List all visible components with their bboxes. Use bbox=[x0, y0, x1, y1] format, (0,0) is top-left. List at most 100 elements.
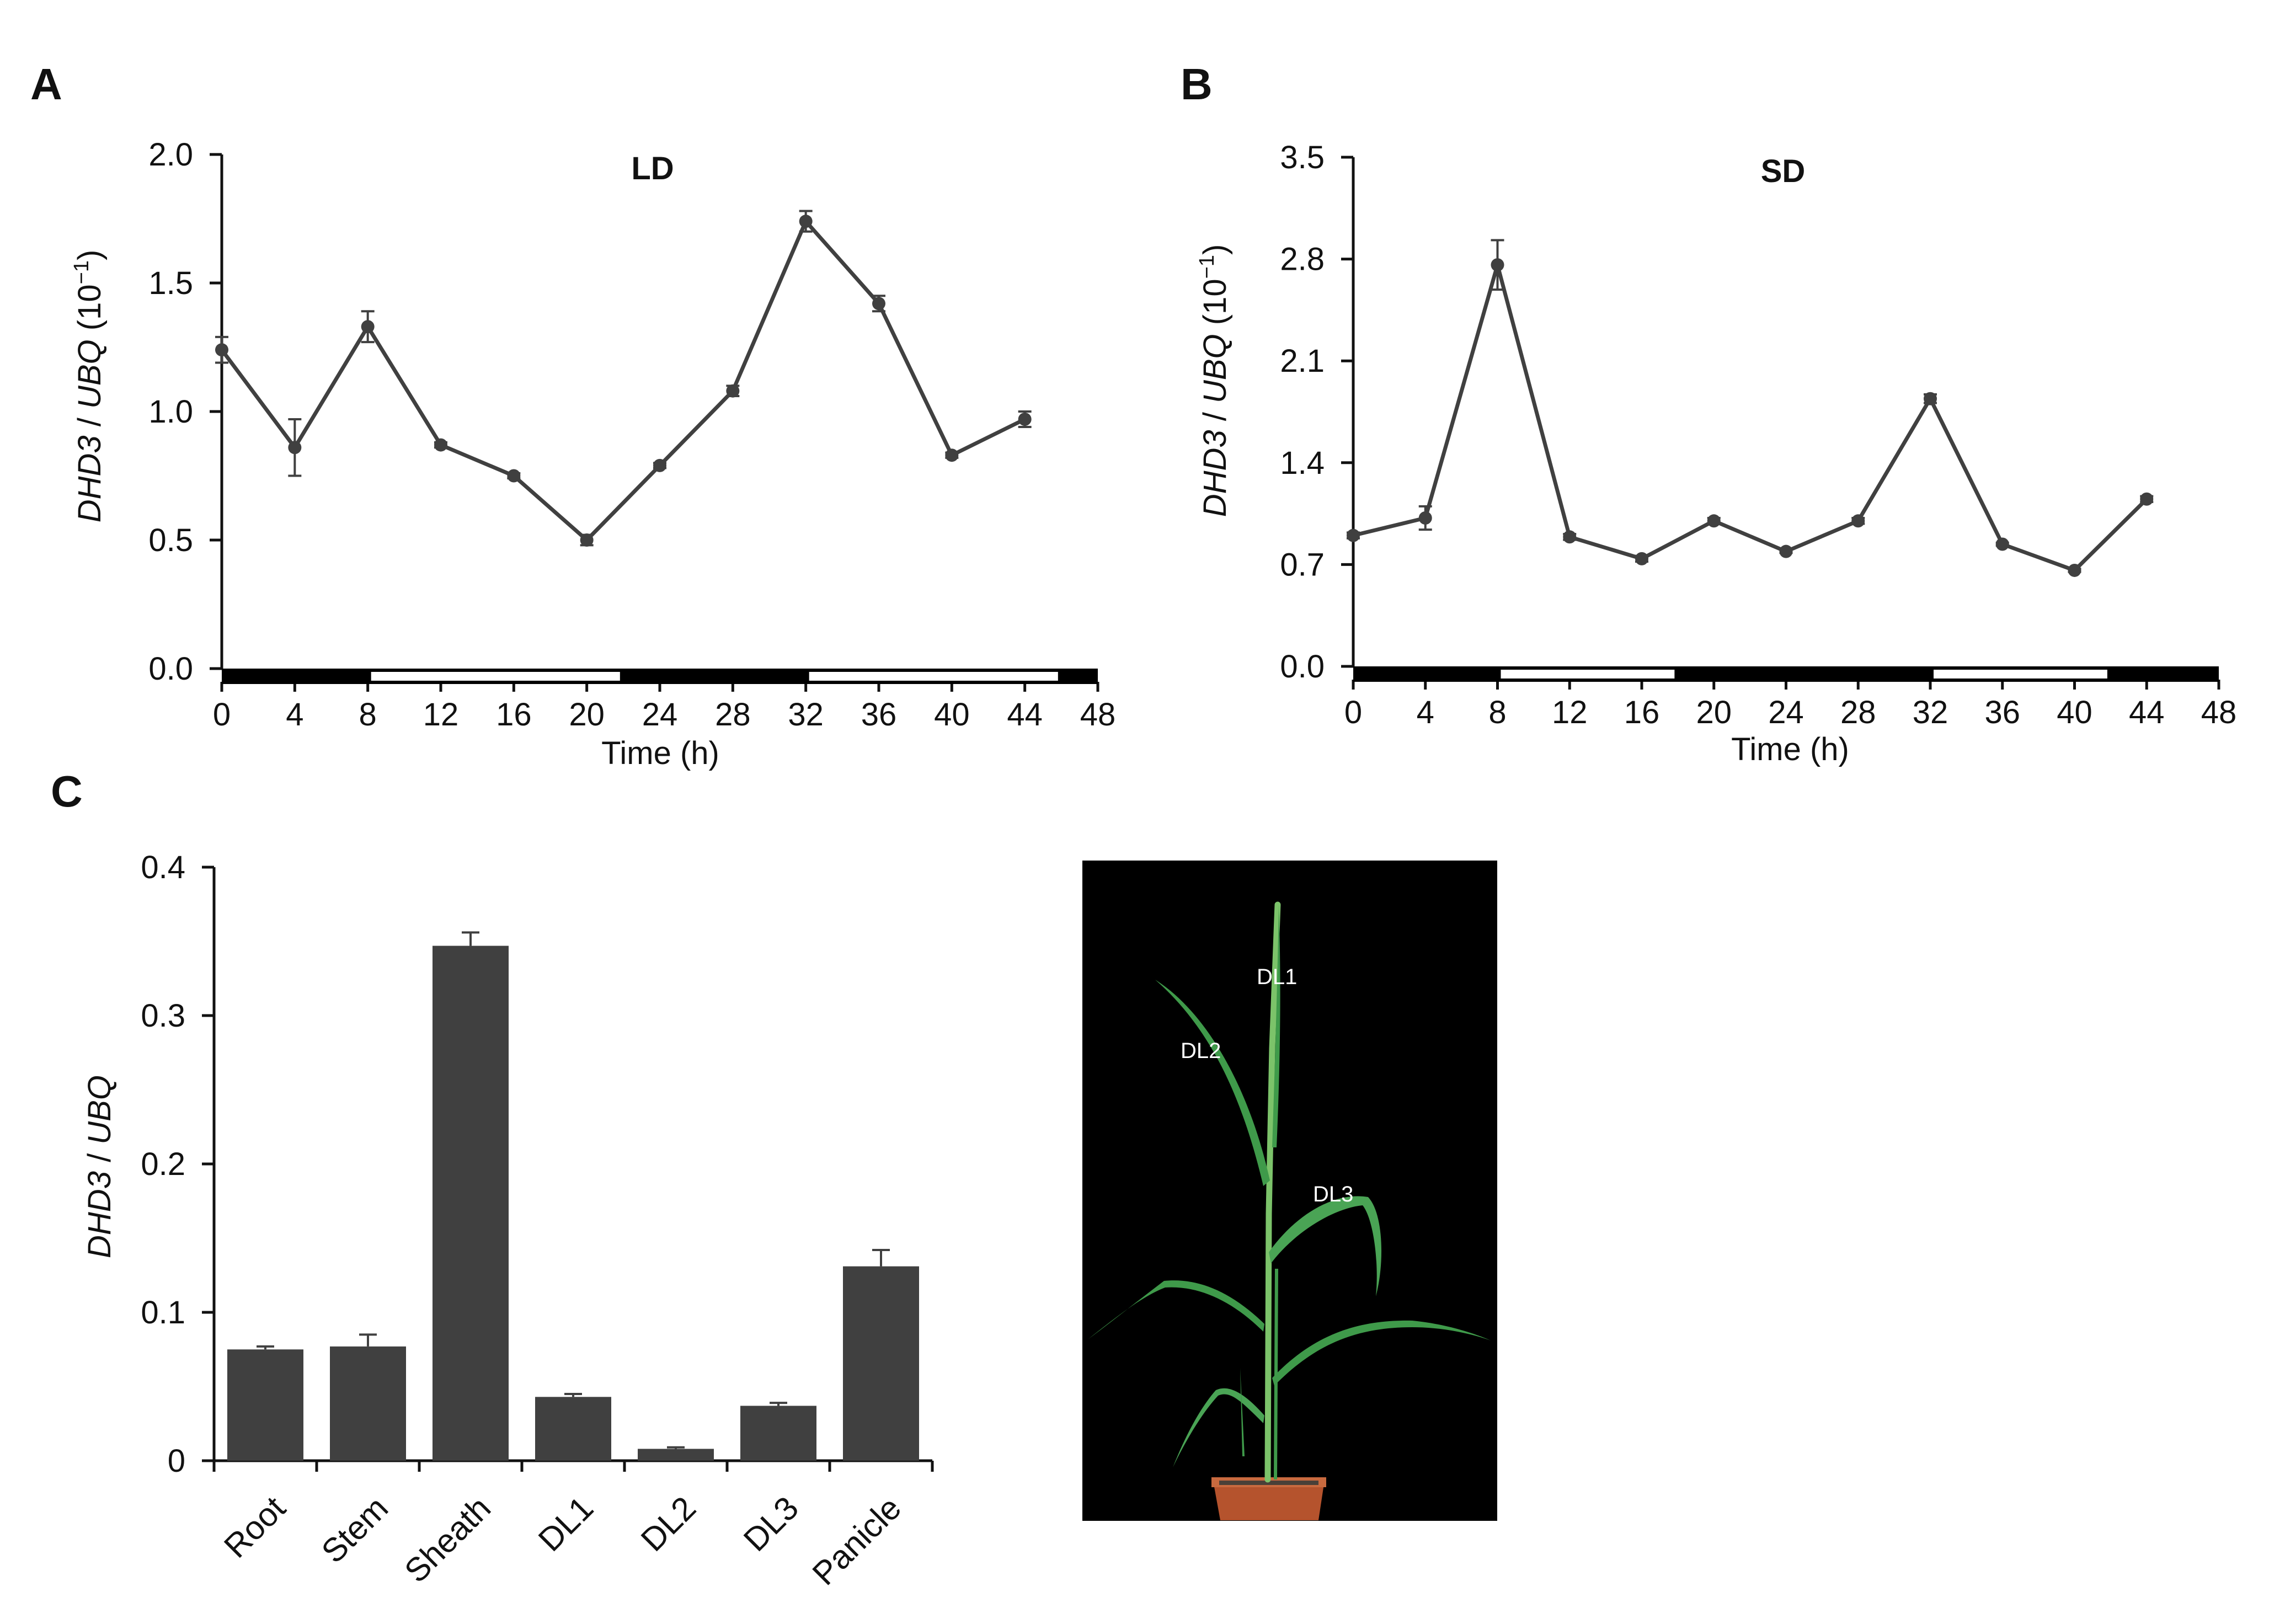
chart-c-y-label-sep: / bbox=[82, 1145, 118, 1171]
chart-a-x-tick-label: 16 bbox=[496, 697, 532, 733]
chart-a-x-tick-label: 40 bbox=[934, 697, 970, 733]
chart-a-point bbox=[215, 343, 228, 357]
chart-b-point bbox=[1635, 552, 1648, 565]
chart-a-x-tick-label: 0 bbox=[213, 697, 231, 733]
chart-a-y-label-unit-suffix: ) bbox=[72, 250, 108, 260]
chart-a-point bbox=[288, 441, 302, 455]
chart-b-y-tick-label: 0.0 bbox=[1280, 649, 1325, 685]
chart-c-y-label-ref: UBQ bbox=[82, 1075, 118, 1145]
chart-b-point bbox=[1924, 392, 1937, 405]
chart-b-y-tick-label: 1.4 bbox=[1280, 445, 1325, 481]
chart-a-point bbox=[507, 469, 521, 483]
chart-b-axes: 0.00.71.42.12.83.50 4 8 12 16 20 24 28 32 36 40 44 4… bbox=[1280, 140, 2236, 730]
leaf-tiller-left bbox=[1173, 1388, 1264, 1467]
chart-a-y-tick-label: 1.0 bbox=[148, 394, 193, 430]
chart-a-point bbox=[1018, 412, 1032, 426]
chart-c-y-tick-label: 0.1 bbox=[141, 1295, 185, 1331]
chart-a-x-tick-label: 28 bbox=[715, 697, 751, 733]
chart-a-point bbox=[726, 384, 740, 398]
chart-a-y-tick-label: 0.0 bbox=[148, 651, 193, 687]
chart-b-point bbox=[1779, 544, 1793, 558]
chart-b-x-tick-label: 44 bbox=[2129, 695, 2165, 730]
chart-b-x-tick-label: 8 bbox=[1488, 695, 1506, 730]
chart-a-point bbox=[653, 458, 666, 472]
leaf-label-dl3: DL3 bbox=[1313, 1182, 1353, 1206]
chart-a-x-tick-label: 44 bbox=[1007, 697, 1043, 733]
chart-a-x-tick-label: 32 bbox=[788, 697, 824, 733]
plant-photo-background bbox=[1082, 861, 1497, 1521]
chart-b-light-bar bbox=[1353, 666, 2219, 682]
chart-c-y-label: DHD3 / UBQ bbox=[82, 1075, 118, 1258]
plant-pot bbox=[1214, 1484, 1324, 1520]
chart-a-x-tick-label: 12 bbox=[423, 697, 459, 733]
chart-a-y-label-gene: DHD3 bbox=[72, 435, 108, 522]
leaf-dl2 bbox=[1155, 980, 1270, 1186]
chart-b-y-label-unit-exp: −1 bbox=[1195, 255, 1219, 279]
leaf-label-dl1: DL1 bbox=[1257, 965, 1297, 989]
chart-b-y-tick-label: 2.8 bbox=[1280, 242, 1325, 277]
panel-letter-a: A bbox=[30, 60, 62, 109]
plant-soil bbox=[1219, 1481, 1318, 1485]
chart-b-light-period bbox=[1934, 670, 2107, 679]
chart-c-y-tick-label: 0.3 bbox=[141, 998, 185, 1034]
leaf-lower-left bbox=[1088, 1280, 1264, 1339]
chart-b-point bbox=[1995, 537, 2009, 551]
chart-a-point bbox=[580, 533, 594, 547]
plant-culm bbox=[1264, 901, 1281, 1483]
chart-a-y-label-unit-prefix: (10 bbox=[72, 284, 108, 339]
chart-b-x-tick-label: 0 bbox=[1344, 695, 1362, 730]
chart-a-y-label: DHD3 / UBQ (10−1) bbox=[70, 250, 108, 523]
chart-a-point bbox=[872, 297, 885, 311]
chart-a-title: LD bbox=[631, 151, 674, 186]
chart-c-bar-dl3 bbox=[740, 1406, 816, 1461]
chart-c-category-label: DL2 bbox=[634, 1489, 703, 1558]
chart-b-point bbox=[1347, 528, 1360, 542]
chart-a-x-tick-label: 48 bbox=[1080, 697, 1116, 733]
chart-b-x-tick-label: 12 bbox=[1552, 695, 1588, 730]
chart-b-point bbox=[1707, 514, 1721, 528]
chart-b-x-tick-label: 24 bbox=[1768, 695, 1804, 730]
chart-a-y-label-unit-exp: −1 bbox=[70, 260, 93, 284]
chart-c-category-label: Panicle bbox=[805, 1489, 909, 1593]
chart-a-point bbox=[799, 215, 813, 228]
chart-b-point bbox=[1491, 258, 1504, 272]
chart-b-y-label-ref: UBQ bbox=[1197, 334, 1233, 403]
chart-c-bar-stem bbox=[330, 1346, 406, 1461]
chart-c-bar-dl1 bbox=[535, 1397, 611, 1461]
leaf-dl3 bbox=[1269, 1196, 1382, 1296]
chart-a-y-label-ref: UBQ bbox=[72, 339, 108, 409]
chart-b-y-tick-label: 3.5 bbox=[1280, 140, 1325, 175]
chart-b-x-tick-label: 16 bbox=[1624, 695, 1660, 730]
chart-a-ld: 0.00.51.01.52.00 4 8 12 16 20 24 28 32 36 40 44 48 L… bbox=[70, 137, 1115, 771]
chart-a-x-tick-label: 24 bbox=[642, 697, 678, 733]
plant-photo: DL1 DL2 DL3 bbox=[1082, 861, 1497, 1521]
chart-a-y-tick-label: 2.0 bbox=[148, 137, 193, 173]
chart-a-x-tick-label: 20 bbox=[569, 697, 605, 733]
chart-c-y-tick-label: 0.4 bbox=[141, 850, 185, 885]
chart-b-series bbox=[1347, 239, 2154, 577]
chart-b-point bbox=[1563, 530, 1577, 544]
chart-b-x-tick-label: 28 bbox=[1840, 695, 1876, 730]
chart-a-series-line bbox=[220, 219, 1026, 542]
chart-c-bars bbox=[227, 931, 919, 1461]
chart-a-point bbox=[361, 320, 375, 334]
chart-c-axes: 0 0.1 0.2 0.3 0.4 Root Stem Sheath DL1 DL2 DL3 Pani… bbox=[141, 850, 934, 1593]
chart-a-light-period bbox=[809, 672, 1058, 681]
chart-a-light-period bbox=[371, 672, 620, 681]
chart-c-category-label: DL3 bbox=[736, 1489, 805, 1558]
chart-c-bar-root bbox=[227, 1349, 303, 1461]
chart-b-y-label-unit-suffix: ) bbox=[1197, 244, 1233, 255]
chart-a-x-tick-label: 4 bbox=[286, 697, 303, 733]
chart-c-y-tick-label: 0 bbox=[168, 1443, 185, 1479]
chart-b-x-tick-label: 32 bbox=[1913, 695, 1948, 730]
leaf-dl1 bbox=[1272, 905, 1280, 1147]
chart-a-x-tick-label: 36 bbox=[861, 697, 897, 733]
chart-a-series bbox=[215, 210, 1032, 547]
chart-b-x-tick-label: 20 bbox=[1696, 695, 1732, 730]
panel-letter-c: C bbox=[51, 767, 83, 816]
chart-a-axes: 0.00.51.01.52.00 4 8 12 16 20 24 28 32 36 40 44 48 bbox=[148, 137, 1115, 733]
chart-b-y-label-sep: / bbox=[1197, 403, 1233, 430]
chart-c-y-tick-label: 0.2 bbox=[141, 1146, 185, 1182]
chart-b-y-tick-label: 0.7 bbox=[1280, 547, 1325, 583]
